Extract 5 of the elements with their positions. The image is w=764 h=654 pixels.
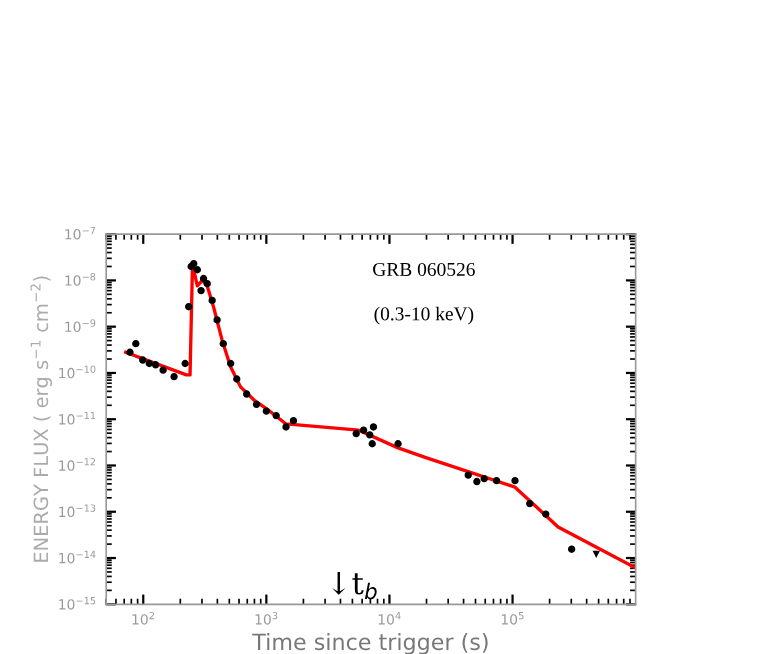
- x-axis-title: Time since trigger (s): [252, 633, 488, 654]
- annotation: (0.3-10 keV): [374, 306, 474, 325]
- y-axis-title: ENERGY FLUX ( erg s$^{−1}$ cm$^{−2}$): [30, 276, 52, 562]
- annotation: ↓t$_{b}$: [332, 571, 377, 600]
- annotation: GRB 060526: [373, 262, 475, 277]
